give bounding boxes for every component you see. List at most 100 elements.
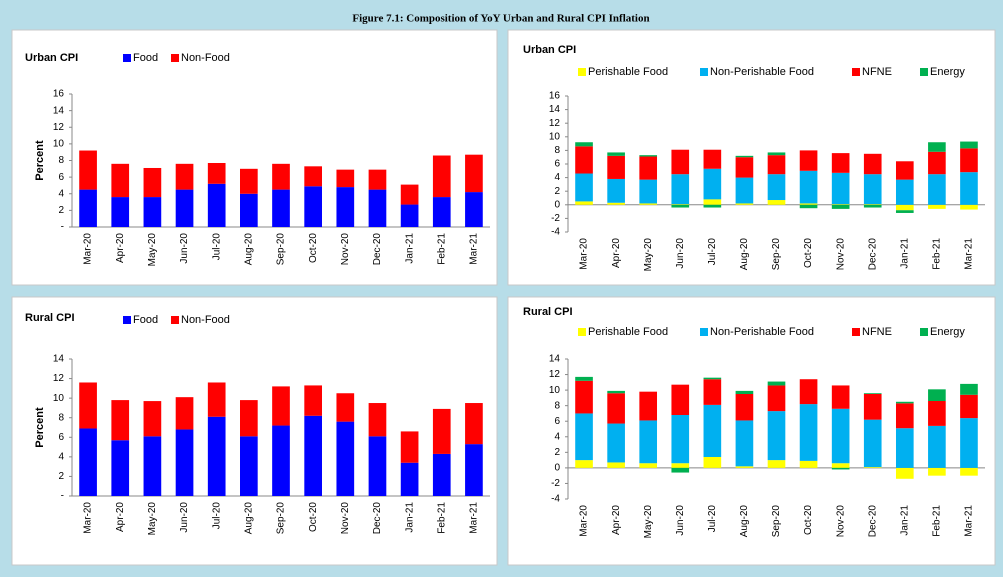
bar (671, 384, 690, 415)
bar (960, 204, 978, 210)
bar (304, 415, 322, 496)
bar (928, 389, 946, 401)
y-tick-label: - (61, 222, 64, 233)
bar (400, 184, 419, 205)
bar (671, 149, 690, 175)
bar (111, 163, 130, 198)
bar (831, 408, 850, 464)
legend-swatch (171, 54, 179, 62)
bar (928, 401, 946, 426)
bar (799, 203, 818, 205)
y-tick-label: 16 (53, 89, 65, 100)
x-tick-label: May-20 (147, 233, 158, 267)
bar (799, 379, 818, 405)
bar (607, 178, 625, 203)
bar (767, 174, 786, 201)
x-tick-label: Apr-20 (115, 233, 126, 263)
legend-label: Perishable Food (588, 326, 668, 338)
legend-swatch (123, 316, 131, 324)
x-tick-label: Apr-20 (115, 502, 126, 532)
bar (960, 394, 978, 419)
x-tick-label: Oct-20 (308, 502, 319, 532)
bar (735, 466, 754, 468)
bar (703, 404, 722, 457)
y-tick-label: 6 (58, 432, 64, 443)
bar (207, 382, 226, 417)
y-tick-label: -4 (551, 227, 560, 238)
legend-swatch (920, 328, 928, 336)
bar (863, 204, 882, 205)
bar (368, 403, 387, 437)
bar (895, 467, 914, 479)
x-tick-label: Sep-20 (771, 505, 782, 538)
bar (575, 413, 593, 461)
y-tick-label: 2 (58, 471, 64, 482)
bar (831, 204, 850, 205)
bar (960, 467, 978, 476)
bar (175, 397, 194, 430)
bar (111, 440, 130, 496)
chart-title: Rural CPI (523, 306, 573, 318)
bar (671, 463, 690, 468)
y-tick-label: 4 (58, 451, 64, 462)
bar (607, 155, 625, 179)
bar (575, 142, 593, 147)
bar (575, 146, 593, 174)
bar (175, 429, 194, 496)
y-tick-label: 4 (554, 172, 560, 183)
y-axis-label: Percent (34, 407, 46, 448)
y-tick-label: 10 (53, 139, 65, 150)
bar (960, 383, 978, 395)
bar (703, 457, 722, 468)
bar (863, 204, 882, 208)
bar (607, 423, 625, 463)
bar (143, 167, 162, 198)
legend-swatch (578, 328, 586, 336)
bar (895, 210, 914, 213)
legend-label: Food (133, 52, 158, 64)
bar (400, 431, 419, 463)
bar (304, 385, 322, 416)
legend-label: Energy (930, 326, 965, 338)
bar (575, 173, 593, 202)
legend-label: NFNE (862, 66, 892, 78)
bar (799, 404, 818, 461)
bar (960, 172, 978, 205)
x-tick-label: Apr-20 (611, 505, 622, 535)
bar (831, 204, 850, 209)
bar (735, 177, 754, 204)
bar (143, 197, 162, 227)
bar (400, 204, 419, 227)
bar (735, 390, 754, 394)
x-tick-label: Jan-21 (404, 233, 415, 264)
y-tick-label: -2 (551, 213, 560, 224)
bar (863, 394, 882, 420)
x-tick-label: May-20 (147, 502, 158, 536)
x-tick-label: Mar-20 (579, 505, 590, 537)
x-tick-label: Oct-20 (308, 233, 319, 263)
x-tick-label: Mar-21 (469, 502, 480, 534)
bar (240, 436, 258, 496)
x-tick-label: Jun-20 (675, 238, 686, 269)
bar (767, 411, 786, 461)
bar (175, 189, 194, 227)
bar (767, 155, 786, 175)
y-tick-label: 12 (549, 118, 561, 129)
bar (432, 155, 451, 198)
x-tick-label: Dec-20 (372, 502, 383, 535)
legend-label: Perishable Food (588, 66, 668, 78)
y-tick-label: 12 (53, 373, 65, 384)
y-tick-label: 6 (554, 159, 560, 170)
x-tick-label: Nov-20 (835, 238, 846, 271)
chart-title: Urban CPI (523, 44, 576, 56)
y-tick-label: 12 (549, 369, 561, 380)
bar (671, 415, 690, 464)
y-axis-label: Percent (34, 140, 46, 181)
bar (928, 174, 946, 205)
bar (831, 385, 850, 409)
legend-swatch (171, 316, 179, 324)
bar (607, 152, 625, 156)
bar (735, 420, 754, 467)
legend-swatch (700, 328, 708, 336)
